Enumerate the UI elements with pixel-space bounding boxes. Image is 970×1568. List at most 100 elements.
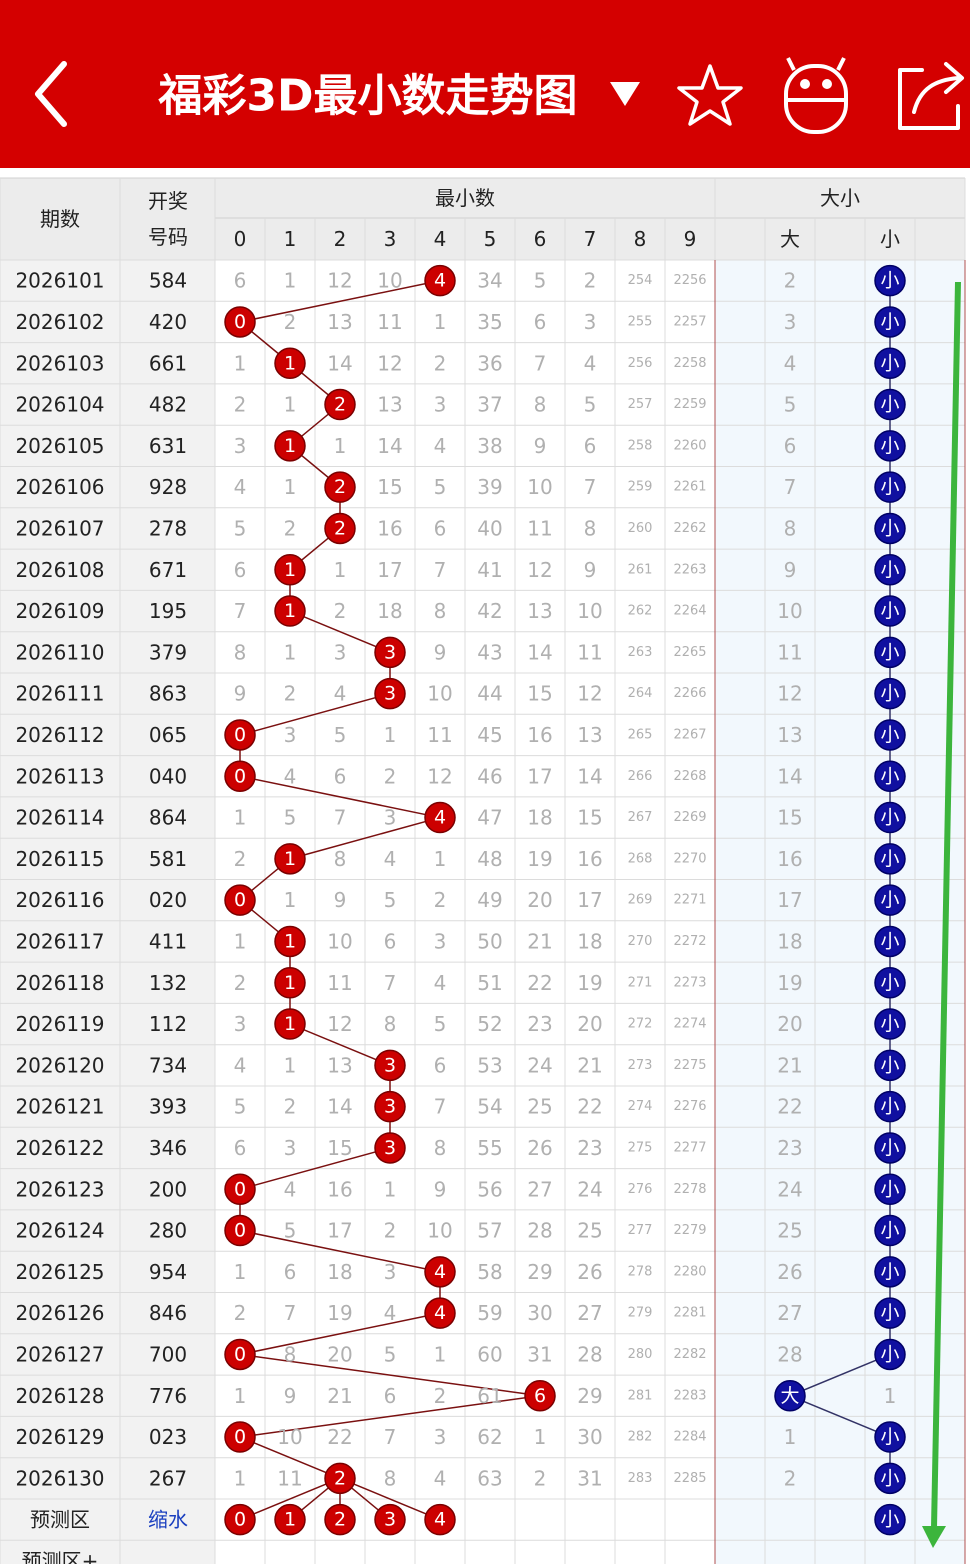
hit-ball xyxy=(274,1008,306,1040)
left-columns-bg xyxy=(0,260,215,1568)
size-text: 小 xyxy=(880,600,899,622)
header-cell: 5 xyxy=(484,227,497,251)
miss-cell: 2276 xyxy=(673,1099,706,1114)
miss-cell: 9 xyxy=(234,682,247,706)
period-cell: 2026114 xyxy=(15,806,104,830)
period-cell: 2026113 xyxy=(15,764,104,788)
miss-cell: 6 xyxy=(234,269,247,293)
miss-cell: 2274 xyxy=(673,1017,706,1032)
miss-cell: 11 xyxy=(577,640,602,664)
hit-text: 0 xyxy=(234,889,246,911)
size-text: 大 xyxy=(780,1385,799,1407)
size-ball xyxy=(874,1462,906,1495)
miss-cell: 267 xyxy=(628,810,653,825)
miss-cell: 2283 xyxy=(673,1388,706,1403)
period-cell: 2026115 xyxy=(15,847,104,871)
miss-cell: 15 xyxy=(527,682,552,706)
miss-cell: 29 xyxy=(577,1384,602,1408)
header-cell: 9 xyxy=(684,227,697,251)
size-text: 小 xyxy=(880,930,899,952)
miss-cell: 6 xyxy=(384,929,397,953)
size-text: 小 xyxy=(880,1096,899,1118)
miss-cell: 4 xyxy=(584,351,597,375)
page-title[interactable]: 福彩3D最小数走势图 xyxy=(157,71,577,122)
miss-cell: 13 xyxy=(327,1053,352,1077)
miss-cell: 6 xyxy=(334,764,347,788)
number-cell: 267 xyxy=(149,1466,187,1490)
period-cell: 2026101 xyxy=(15,269,104,293)
more-label[interactable]: 预测区+ xyxy=(22,1549,99,1568)
size-text: 小 xyxy=(880,476,899,498)
size-text: 小 xyxy=(880,1137,899,1159)
size-text: 小 xyxy=(880,889,899,911)
miss-cell: 3 xyxy=(334,640,347,664)
size-ball xyxy=(874,677,906,710)
size-ball xyxy=(874,843,906,875)
size-ball xyxy=(874,1338,906,1371)
miss-cell: 6 xyxy=(434,516,447,540)
size-text: 小 xyxy=(880,1426,899,1448)
miss-cell: 60 xyxy=(477,1342,502,1366)
period-cell: 2026103 xyxy=(15,351,104,375)
miss-cell: 5 xyxy=(384,1342,397,1366)
miss-cell: 39 xyxy=(477,475,502,499)
size-text: 小 xyxy=(880,270,899,292)
size-miss-cell: 10 xyxy=(777,599,802,623)
size-area-bg xyxy=(715,260,965,1568)
period-cell: 2026129 xyxy=(15,1425,104,1449)
miss-cell: 13 xyxy=(327,310,352,334)
number-cell: 928 xyxy=(149,475,187,499)
miss-cell: 1 xyxy=(284,640,297,664)
hit-text: 4 xyxy=(434,807,446,829)
favorite-icon[interactable] xyxy=(677,64,743,126)
miss-cell: 29 xyxy=(527,1260,552,1284)
miss-cell: 1 xyxy=(284,269,297,293)
number-cell: 278 xyxy=(149,516,187,540)
miss-cell: 38 xyxy=(477,434,502,458)
miss-cell: 18 xyxy=(527,806,552,830)
hit-text: 3 xyxy=(384,1137,396,1159)
period-cell: 2026112 xyxy=(15,723,104,747)
miss-cell: 2269 xyxy=(673,810,706,825)
miss-cell: 2285 xyxy=(673,1471,706,1486)
size-miss-cell: 1 xyxy=(784,1425,797,1449)
miss-cell: 2272 xyxy=(673,934,706,949)
miss-cell: 25 xyxy=(577,1219,602,1243)
miss-cell: 16 xyxy=(377,516,402,540)
size-text: 小 xyxy=(880,559,899,581)
miss-cell: 30 xyxy=(527,1301,552,1325)
miss-cell: 7 xyxy=(434,558,447,582)
number-cell: 846 xyxy=(149,1301,187,1325)
size-ball xyxy=(774,1380,806,1412)
miss-cell: 2282 xyxy=(673,1347,706,1362)
miss-cell: 43 xyxy=(477,640,502,664)
miss-cell: 14 xyxy=(377,434,402,458)
hit-ball xyxy=(224,760,256,792)
miss-cell: 19 xyxy=(327,1301,352,1325)
miss-cell: 274 xyxy=(628,1099,653,1114)
size-miss-cell: 2 xyxy=(784,1466,797,1490)
period-cell: 2026109 xyxy=(15,599,104,623)
robot-icon[interactable] xyxy=(784,57,848,134)
back-button[interactable] xyxy=(35,61,67,127)
miss-cell: 8 xyxy=(284,1342,297,1366)
dropdown-arrow[interactable] xyxy=(610,82,640,106)
miss-cell: 11 xyxy=(327,971,352,995)
miss-cell: 31 xyxy=(577,1466,602,1490)
period-cell: 2026108 xyxy=(15,558,104,582)
miss-cell: 10 xyxy=(377,269,402,293)
miss-cell: 45 xyxy=(477,723,502,747)
size-miss-cell: 13 xyxy=(777,723,802,747)
miss-cell: 10 xyxy=(427,1219,452,1243)
miss-cell: 50 xyxy=(477,929,502,953)
share-icon[interactable] xyxy=(898,62,964,130)
miss-cell: 10 xyxy=(277,1425,302,1449)
miss-cell: 11 xyxy=(377,310,402,334)
size-miss-cell: 14 xyxy=(777,764,802,788)
size-miss-cell: 4 xyxy=(784,351,797,375)
forecast-method[interactable]: 缩水 xyxy=(148,1508,188,1532)
number-cell: 776 xyxy=(149,1384,187,1408)
miss-cell: 12 xyxy=(377,351,402,375)
miss-cell: 8 xyxy=(434,1136,447,1160)
size-text: 小 xyxy=(880,848,899,870)
